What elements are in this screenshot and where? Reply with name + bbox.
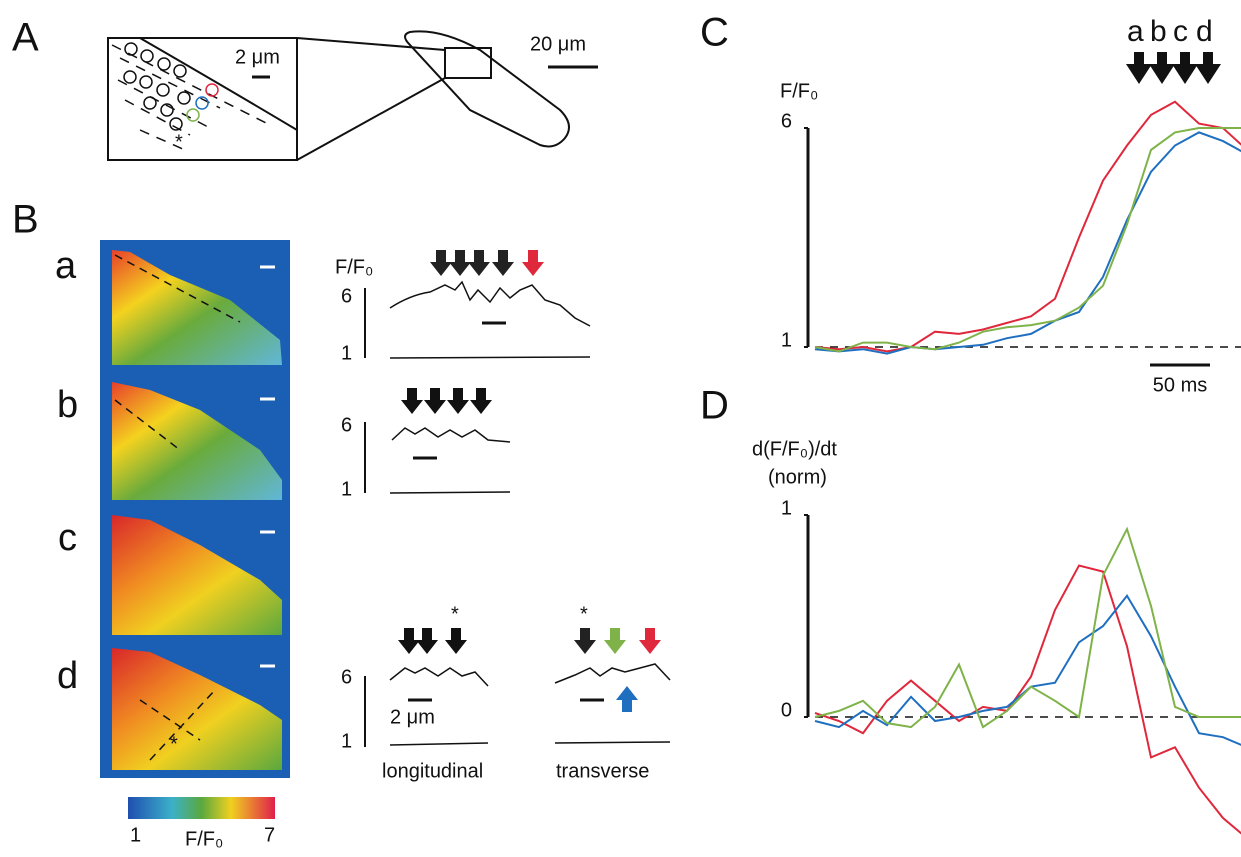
panel-label: D [700,384,729,428]
axis-label: F/F₀ [780,80,818,102]
panel-label: C [700,11,729,55]
panel-b: B * a b c d F/F₀ 6 1 6 1 6 1 [12,198,671,850]
inset [107,37,298,161]
image-scale-bars [260,265,275,668]
tick-label: 1 [341,342,352,364]
trace-ylabel: F/F₀ [335,256,373,278]
axis-caption: transverse [556,760,649,782]
colorbar-min: 1 [130,824,141,846]
series-line [814,131,1241,355]
series-line [814,100,1241,353]
panel-label: B [12,198,39,242]
colorbar-max: 7 [264,824,275,846]
tick-label: 6 [341,414,352,436]
scan-lines [111,44,271,151]
panel-a: A * 2 μm 20 μm [12,16,598,161]
series-line [814,594,1241,746]
asterisk: * [175,131,183,153]
arrow-label: a [1127,15,1144,48]
scale-label: 2 μm [390,706,435,728]
scale-label: 2 μm [235,46,280,68]
y-tick-label: 1 [781,329,792,351]
arrows [398,250,661,712]
image-a [112,250,282,365]
colorbar-label: F/F₀ [185,828,223,850]
tick-label: 1 [341,478,352,500]
cell-outline [404,30,570,148]
trace-scale-bars [408,321,604,702]
arrow-label: d [1196,15,1213,48]
row-label: c [58,517,77,559]
cell-edge [139,37,298,131]
arrows [1126,52,1221,84]
traces [389,280,671,746]
tick-label: 1 [341,730,352,752]
zoom-box [444,47,492,79]
axis-caption: longitudinal [382,760,483,782]
scale-label: 50 ms [1153,374,1207,396]
row-label: d [57,655,78,697]
row-label: a [55,245,77,287]
y-tick-label: 0 [781,699,792,721]
series-line [814,564,1241,835]
tick-label: 6 [341,666,352,688]
panel-label: A [12,16,39,60]
scale-label: 20 μm [530,33,586,55]
axis-label: d(F/F₀)/dt [752,438,837,460]
colorbar [128,797,275,819]
tick-label: 6 [341,285,352,307]
asterisk: * [451,603,459,625]
arrow-label: c [1173,15,1188,48]
arrow-label: b [1150,15,1167,48]
y-tick-label: 1 [781,497,792,519]
sites [123,42,219,131]
asterisk: * [580,603,588,625]
scan-lines [114,254,241,761]
axis-label: (norm) [768,466,827,488]
image-c [112,515,282,635]
image-b [112,382,282,500]
asterisk: * [170,733,178,755]
series-line [814,127,1241,353]
row-label: b [57,384,78,426]
image-d [112,648,282,770]
y-tick-label: 6 [781,110,792,132]
zoom-lines [296,37,446,161]
series-line [814,526,1241,729]
